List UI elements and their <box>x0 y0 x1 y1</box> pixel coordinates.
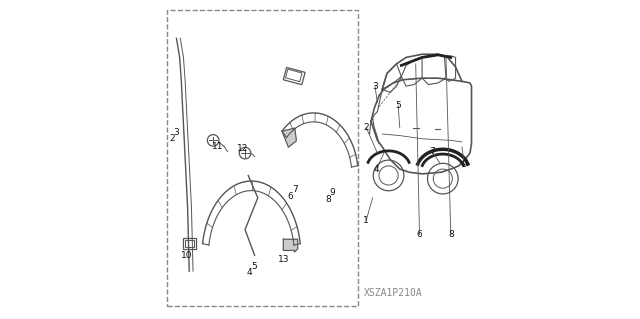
Text: 12: 12 <box>237 144 248 153</box>
Text: 1: 1 <box>364 216 369 225</box>
Text: 8: 8 <box>325 195 331 204</box>
Text: 11: 11 <box>212 142 223 151</box>
Text: 2: 2 <box>364 123 369 132</box>
Text: 5: 5 <box>396 101 401 110</box>
Text: XSZA1P210A: XSZA1P210A <box>364 288 423 299</box>
Text: 4: 4 <box>247 268 253 277</box>
Bar <box>284 67 305 85</box>
Text: 3: 3 <box>173 128 179 137</box>
Text: 6: 6 <box>288 192 294 201</box>
Polygon shape <box>282 128 296 147</box>
Text: 8: 8 <box>448 230 454 239</box>
Text: 6: 6 <box>417 230 422 239</box>
Text: 5: 5 <box>252 262 257 271</box>
Polygon shape <box>284 239 298 252</box>
Text: 4: 4 <box>374 165 380 174</box>
Text: 7: 7 <box>292 185 298 194</box>
Text: 9: 9 <box>461 160 467 169</box>
Bar <box>183 238 196 249</box>
Bar <box>167 10 358 306</box>
Text: 3: 3 <box>372 82 378 91</box>
Bar <box>185 240 194 247</box>
Text: 13: 13 <box>278 256 289 264</box>
Text: 7: 7 <box>429 147 435 156</box>
Text: 9: 9 <box>330 189 335 197</box>
Text: 10: 10 <box>181 251 193 260</box>
Text: 2: 2 <box>170 134 175 143</box>
Bar <box>285 69 302 82</box>
